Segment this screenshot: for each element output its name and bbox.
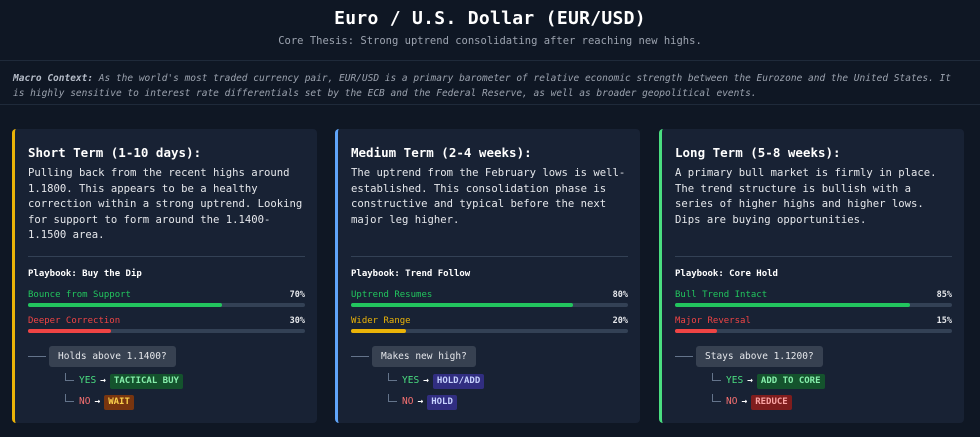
card-title: Long Term (5-8 weeks):: [675, 145, 841, 160]
yes-label: YES: [402, 375, 420, 386]
arrow-right-icon: →: [423, 375, 429, 386]
scenario-bar-track: [675, 303, 952, 307]
scenario-bar-fill: [675, 329, 717, 333]
scenario-label: Wider Range: [351, 316, 411, 326]
page-subtitle: Core Thesis: Strong uptrend consolidatin…: [278, 35, 702, 47]
card-title: Short Term (1-10 days):: [28, 145, 202, 160]
yes-label: YES: [79, 375, 97, 386]
scenario-bar-fill: [351, 303, 573, 307]
no-action-badge: WAIT: [104, 395, 134, 410]
card-description: The uptrend from the February lows is we…: [351, 167, 626, 226]
scenario-bar-track: [351, 303, 628, 307]
card-medium-term: Medium Term (2-4 weeks): The uptrend fro…: [335, 129, 640, 423]
scenario-label: Major Reversal: [675, 316, 751, 326]
decision-question: Stays above 1.1200?: [696, 346, 823, 367]
decision-question: Holds above 1.1400?: [49, 346, 176, 367]
tree-connector: [388, 394, 397, 402]
scenario-bar-fill: [675, 303, 911, 307]
card-divider: [28, 256, 305, 257]
tree-connector: [388, 373, 397, 381]
no-action-badge: REDUCE: [751, 395, 792, 410]
no-label: NO: [402, 396, 414, 407]
scenario-label: Bull Trend Intact: [675, 290, 768, 300]
tree-connector: [351, 356, 369, 357]
card-divider: [351, 256, 628, 257]
scenario-percent: 80%: [612, 290, 628, 300]
scenario-percent: 20%: [612, 316, 628, 326]
term-cards: Short Term (1-10 days): Pulling back fro…: [12, 129, 968, 423]
scenario-bar-track: [28, 329, 305, 333]
arrow-right-icon: →: [747, 375, 753, 386]
tree-connector: [65, 394, 74, 402]
scenario-bar: Major Reversal 15%: [675, 316, 952, 333]
card-description: Pulling back from the recent highs aroun…: [28, 167, 303, 241]
arrow-right-icon: →: [741, 396, 748, 407]
header: Euro / U.S. Dollar (EUR/USD) Core Thesis…: [0, 0, 980, 61]
page-title: Euro / U.S. Dollar (EUR/USD): [334, 8, 646, 29]
scenario-percent: 70%: [289, 290, 305, 300]
scenario-bar: Uptrend Resumes 80%: [351, 290, 628, 307]
arrow-right-icon: →: [417, 396, 424, 407]
scenario-bar-track: [28, 303, 305, 307]
scenario-bar: Bounce from Support 70%: [28, 290, 305, 307]
scenario-bar-track: [351, 329, 628, 333]
no-label: NO: [726, 396, 738, 407]
scenario-percent: 85%: [936, 290, 952, 300]
scenario-bar-track: [675, 329, 952, 333]
macro-context: Macro Context: As the world's most trade…: [0, 61, 980, 105]
scenario-bar: Deeper Correction 30%: [28, 316, 305, 333]
arrow-right-icon: →: [100, 375, 106, 386]
scenario-bar-fill: [351, 329, 407, 333]
macro-context-text: As the world's most traded currency pair…: [13, 73, 952, 99]
macro-context-label: Macro Context:: [13, 73, 94, 84]
card-divider: [675, 256, 952, 257]
scenario-bar-fill: [28, 329, 112, 333]
yes-label: YES: [726, 375, 744, 386]
scenario-label: Uptrend Resumes: [351, 290, 433, 300]
tree-connector: [28, 356, 46, 357]
arrow-right-icon: →: [94, 396, 101, 407]
card-title: Medium Term (2-4 weeks):: [351, 145, 532, 160]
card-description: A primary bull market is firmly in place…: [675, 167, 937, 226]
tree-connector: [712, 394, 721, 402]
decision-question: Makes new high?: [372, 346, 476, 367]
scenario-label: Deeper Correction: [28, 316, 121, 326]
yes-action-badge: TACTICAL BUY: [109, 374, 183, 389]
card-short-term: Short Term (1-10 days): Pulling back fro…: [12, 129, 317, 423]
yes-action-badge: HOLD/ADD: [432, 374, 485, 389]
scenario-percent: 30%: [289, 316, 305, 326]
tree-connector: [712, 373, 721, 381]
scenario-bar: Wider Range 20%: [351, 316, 628, 333]
yes-action-badge: ADD TO CORE: [756, 374, 825, 389]
playbook-label: Playbook: Core Hold: [675, 269, 778, 279]
playbook-label: Playbook: Buy the Dip: [28, 269, 142, 279]
tree-connector: [65, 373, 74, 381]
card-long-term: Long Term (5-8 weeks): A primary bull ma…: [659, 129, 964, 423]
scenario-bar: Bull Trend Intact 85%: [675, 290, 952, 307]
tree-connector: [675, 356, 693, 357]
playbook-label: Playbook: Trend Follow: [351, 269, 471, 279]
scenario-label: Bounce from Support: [28, 290, 131, 300]
no-label: NO: [79, 396, 91, 407]
no-action-badge: HOLD: [427, 395, 457, 410]
scenario-percent: 15%: [936, 316, 952, 326]
scenario-bar-fill: [28, 303, 222, 307]
